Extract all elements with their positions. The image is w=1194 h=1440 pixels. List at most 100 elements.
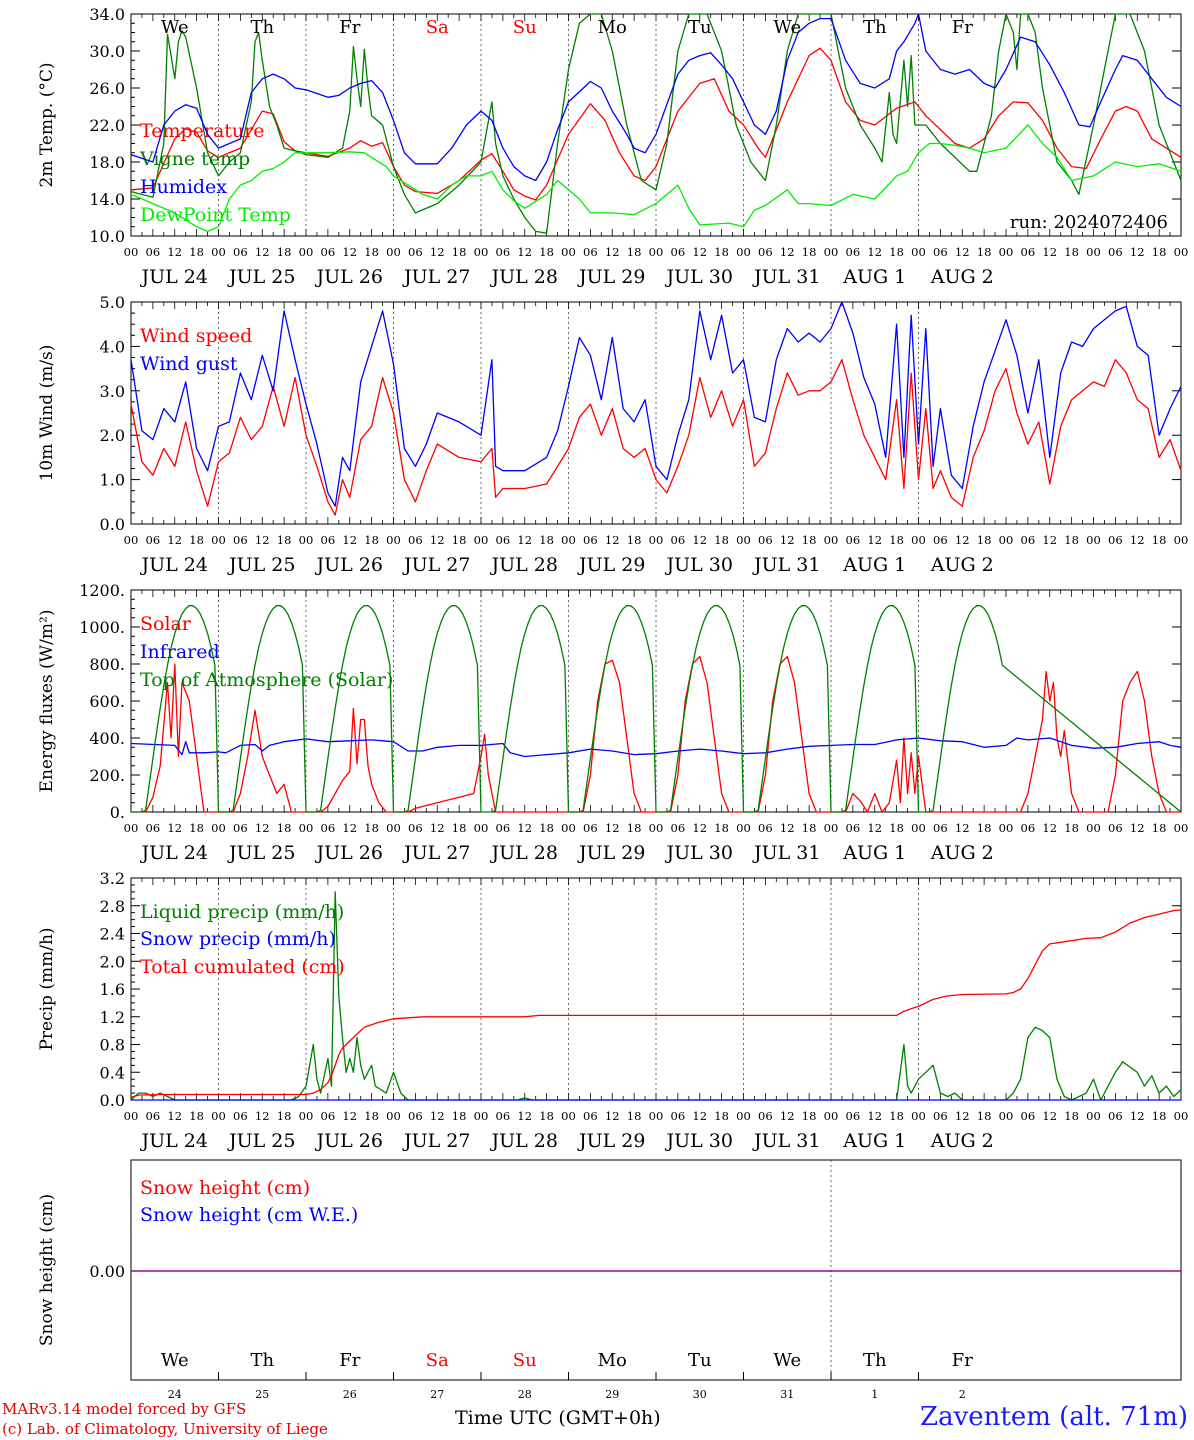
- hour-tick-label: 00: [999, 533, 1014, 547]
- hour-tick-label: 06: [846, 533, 861, 547]
- day-name-label: Tu: [688, 17, 712, 38]
- date-label: AUG 2: [930, 554, 994, 576]
- date-label: JUL 25: [227, 554, 295, 576]
- hour-tick-label: 00: [1086, 533, 1101, 547]
- hour-tick-label: 06: [233, 1109, 248, 1123]
- hour-tick-label: 06: [496, 245, 511, 259]
- hour-tick-label: 00: [736, 533, 751, 547]
- hour-tick-label: 00: [386, 1109, 401, 1123]
- hour-tick-label: 18: [189, 821, 204, 835]
- hour-tick-label: 12: [1042, 1109, 1057, 1123]
- y-tick-label: 5.0: [100, 293, 125, 312]
- date-label: JUL 29: [577, 266, 645, 288]
- hour-tick-label: 12: [517, 533, 532, 547]
- hour-tick-label: 06: [146, 1109, 161, 1123]
- hour-tick-label: 00: [911, 533, 926, 547]
- hour-tick-label: 18: [452, 1109, 467, 1123]
- day-number-label: 27: [430, 1388, 444, 1400]
- day-name-label: Sa: [426, 1350, 449, 1371]
- y-tick-label: 0.0: [100, 1091, 125, 1110]
- hour-tick-label: 00: [1086, 821, 1101, 835]
- hour-tick-label: 18: [889, 245, 904, 259]
- hour-tick-label: 12: [167, 1109, 182, 1123]
- date-label: JUL 30: [665, 554, 733, 576]
- hour-tick-label: 00: [386, 821, 401, 835]
- hour-tick-label: 00: [1174, 821, 1189, 835]
- legend-label: Infrared: [140, 641, 220, 663]
- hour-tick-label: 18: [364, 1109, 379, 1123]
- hour-tick-label: 12: [955, 821, 970, 835]
- hour-tick-label: 06: [1108, 245, 1123, 259]
- hour-tick-label: 18: [977, 1109, 992, 1123]
- date-label: JUL 27: [402, 1130, 470, 1152]
- date-label: JUL 26: [315, 842, 383, 864]
- y-axis-title: 10m Wind (m/s): [37, 345, 57, 482]
- hour-tick-label: 00: [211, 821, 226, 835]
- hour-tick-label: 12: [780, 1109, 795, 1123]
- hour-tick-label: 06: [671, 1109, 686, 1123]
- y-tick-label: 2.0: [100, 426, 125, 445]
- hour-tick-label: 00: [474, 821, 489, 835]
- hour-tick-label: 00: [561, 1109, 576, 1123]
- hour-tick-label: 00: [299, 533, 314, 547]
- legend-label: Temperature: [140, 120, 264, 142]
- hour-tick-label: 00: [1174, 533, 1189, 547]
- hour-tick-label: 18: [364, 821, 379, 835]
- date-label: AUG 1: [842, 554, 906, 576]
- hour-tick-label: 12: [692, 533, 707, 547]
- day-number-label: 2: [959, 1388, 966, 1400]
- hour-tick-label: 12: [955, 1109, 970, 1123]
- date-label: JUL 24: [140, 1130, 208, 1152]
- hour-tick-label: 12: [1042, 533, 1057, 547]
- hour-tick-label: 18: [627, 1109, 642, 1123]
- hour-tick-label: 00: [474, 1109, 489, 1123]
- hour-tick-label: 12: [1042, 245, 1057, 259]
- hour-tick-label: 00: [124, 1109, 139, 1123]
- hour-tick-label: 12: [255, 821, 270, 835]
- date-label: AUG 1: [842, 1130, 906, 1152]
- hour-tick-label: 18: [277, 1109, 292, 1123]
- hour-tick-label: 18: [189, 245, 204, 259]
- day-number-label: 24: [168, 1388, 182, 1400]
- date-label: JUL 28: [490, 1130, 558, 1152]
- y-tick-label: 1.2: [100, 1008, 125, 1027]
- y-tick-label: 0.00: [89, 1262, 125, 1281]
- hour-tick-label: 06: [583, 245, 598, 259]
- hour-tick-label: 00: [124, 533, 139, 547]
- hour-tick-label: 12: [1130, 821, 1145, 835]
- hour-tick-label: 18: [802, 1109, 817, 1123]
- hour-tick-label: 06: [933, 1109, 948, 1123]
- day-name-label: Th: [863, 17, 887, 38]
- series-line-wind-gust: [130, 301, 1182, 507]
- date-label: JUL 25: [227, 266, 295, 288]
- date-label: AUG 2: [930, 266, 994, 288]
- legend-label: Snow height (cm): [140, 1177, 310, 1199]
- x-axis-title: Time UTC (GMT+0h): [455, 1407, 661, 1429]
- hour-tick-label: 18: [627, 533, 642, 547]
- date-label: JUL 31: [752, 266, 820, 288]
- day-name-label: We: [773, 17, 801, 38]
- legend-label: Snow precip (mm/h): [140, 928, 336, 950]
- hour-tick-label: 06: [758, 1109, 773, 1123]
- legend-label: DewPoint Temp: [140, 204, 291, 226]
- date-label: AUG 1: [842, 266, 906, 288]
- y-tick-label: 2.4: [100, 925, 125, 944]
- hour-tick-label: 12: [255, 245, 270, 259]
- date-label: AUG 2: [930, 1130, 994, 1152]
- hour-tick-label: 06: [1021, 245, 1036, 259]
- series-line-dewpoint-temp: [130, 124, 1182, 233]
- hour-tick-label: 12: [167, 245, 182, 259]
- hour-tick-label: 18: [977, 245, 992, 259]
- legend-label: Total cumulated (cm): [140, 956, 345, 978]
- y-tick-label: 400.: [89, 729, 125, 748]
- hour-tick-label: 18: [714, 245, 729, 259]
- hour-tick-label: 06: [321, 821, 336, 835]
- y-tick-label: 0.: [110, 803, 125, 822]
- hour-tick-label: 18: [1064, 821, 1079, 835]
- date-label: JUL 28: [490, 266, 558, 288]
- hour-tick-label: 18: [714, 1109, 729, 1123]
- hour-tick-label: 06: [846, 1109, 861, 1123]
- hour-tick-label: 12: [780, 245, 795, 259]
- hour-tick-label: 00: [824, 821, 839, 835]
- y-tick-label: 30.0: [89, 42, 125, 61]
